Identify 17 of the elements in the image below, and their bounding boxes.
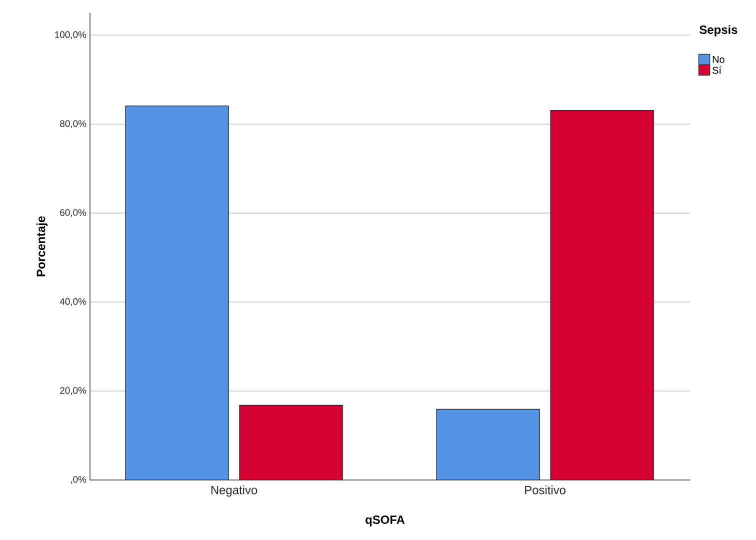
y-tick-label: 20,0%	[60, 387, 86, 395]
legend-title: Sepsis	[700, 25, 738, 36]
x-tick-label: Positivo	[525, 486, 566, 494]
x-axis-title: qSOFA	[366, 515, 405, 526]
y-tick-label: 60,0%	[60, 209, 86, 218]
x-tick-label: Negativo	[211, 486, 258, 497]
y-axis-title: Porcentaje	[36, 216, 48, 276]
y-tick-label: ,0%	[71, 476, 86, 484]
legend-label: No	[712, 56, 724, 64]
y-tick-label: 100,0%	[55, 31, 86, 40]
bar	[239, 404, 343, 480]
y-tick-label: 80,0%	[60, 120, 86, 128]
bar	[436, 408, 540, 480]
y-tick-label: 40,0%	[60, 298, 86, 306]
bar	[125, 106, 229, 480]
legend-label: Sí	[712, 66, 722, 74]
bar	[550, 110, 654, 480]
